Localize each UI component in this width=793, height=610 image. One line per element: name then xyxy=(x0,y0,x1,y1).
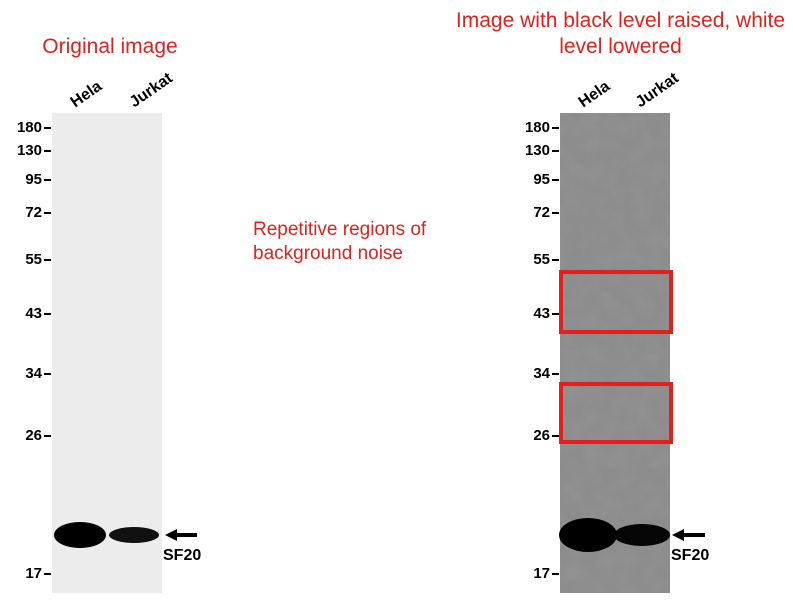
marker-label: 34 xyxy=(25,365,42,382)
noise-texture xyxy=(560,113,670,593)
marker-label: 26 xyxy=(533,427,550,444)
band xyxy=(109,527,159,543)
band xyxy=(614,524,670,546)
panel-title: Original image xyxy=(42,35,178,58)
marker-label: 180 xyxy=(524,119,550,136)
marker-label: 180 xyxy=(16,119,42,136)
marker-label: 17 xyxy=(25,565,42,582)
marker-label: 55 xyxy=(25,251,42,268)
blot-original xyxy=(52,113,162,593)
arrow xyxy=(672,529,705,541)
band xyxy=(559,518,617,552)
marker-label: 95 xyxy=(533,171,550,188)
marker-label: 34 xyxy=(533,365,550,382)
marker-label: 43 xyxy=(25,305,42,322)
marker-label: 130 xyxy=(524,142,550,159)
marker-ticks xyxy=(44,127,559,575)
marker-label: 43 xyxy=(533,305,550,322)
highlight-box xyxy=(559,382,673,444)
marker-label: 17 xyxy=(533,565,550,582)
band xyxy=(54,522,106,548)
panel-title: Image with black level raised, white lev… xyxy=(455,9,786,58)
annotation: Repetitive regions of background noise xyxy=(253,219,427,264)
marker-label: 95 xyxy=(25,171,42,188)
band-label: SF20 xyxy=(163,547,202,564)
marker-label: 72 xyxy=(533,204,550,221)
marker-label: 55 xyxy=(533,251,550,268)
marker-label: 130 xyxy=(16,142,42,159)
highlight-box xyxy=(559,270,673,334)
marker-label: 26 xyxy=(25,427,42,444)
band-label: SF20 xyxy=(671,547,710,564)
arrow xyxy=(165,529,197,541)
marker-label: 72 xyxy=(25,204,42,221)
